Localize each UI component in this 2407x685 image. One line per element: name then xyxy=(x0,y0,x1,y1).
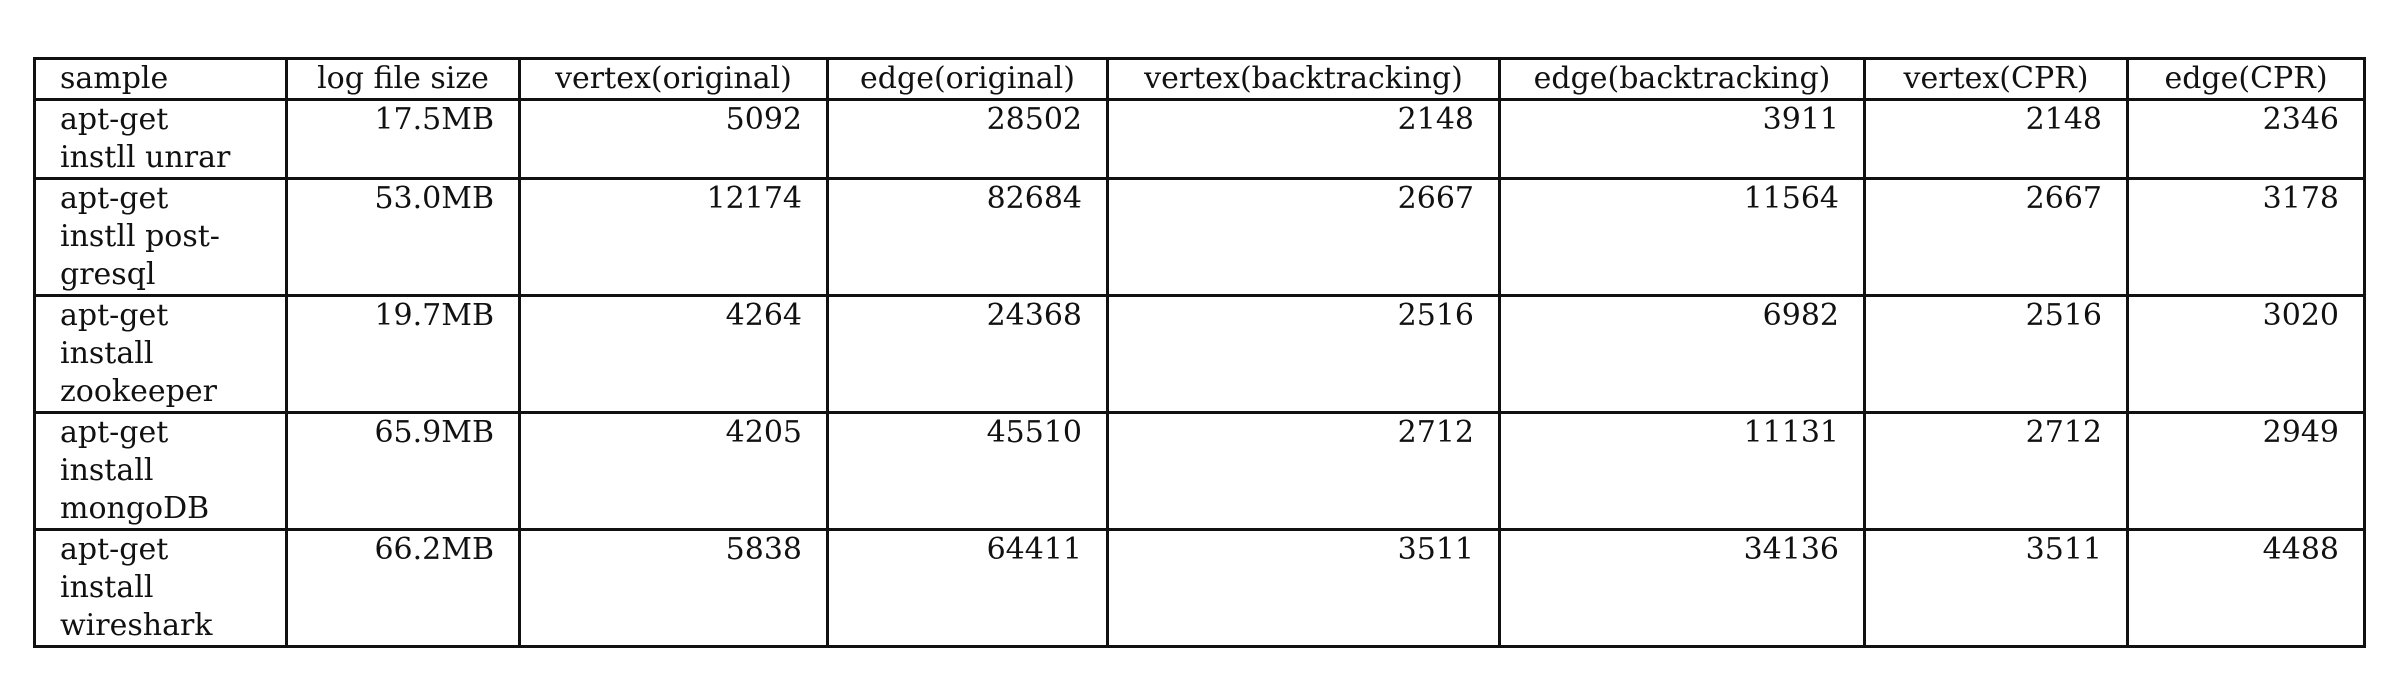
header-sample: sample xyxy=(33,57,288,101)
sample-cell: apt-get instll post- gresql xyxy=(33,177,288,297)
sample-cell: apt-get install wireshark xyxy=(33,528,288,648)
sample-text-line: apt-get xyxy=(60,181,169,216)
edge-backtracking-cell: 3911 xyxy=(1498,98,1866,180)
edge-backtracking-cell: 11564 xyxy=(1498,177,1866,297)
vertex-cpr-cell: 3511 xyxy=(1863,528,2129,648)
header-edge-original: edge(original) xyxy=(826,57,1109,101)
vertex-original-cell: 4264 xyxy=(518,294,829,414)
sample-text-line: apt-get xyxy=(60,415,169,450)
header-vertex-backtracking: vertex(backtracking) xyxy=(1106,57,1501,101)
sample-text-line: gresql xyxy=(60,257,156,292)
vertex-backtracking-cell: 3511 xyxy=(1106,528,1501,648)
table-row: apt-get install zookeeper 19.7MB 4264 24… xyxy=(33,294,2366,414)
edge-backtracking-cell: 34136 xyxy=(1498,528,1866,648)
header-vertex-cpr: vertex(CPR) xyxy=(1863,57,2129,101)
sample-cell: apt-get install mongoDB xyxy=(33,411,288,531)
sample-statistics-table: sample log file size vertex(original) ed… xyxy=(33,57,2366,648)
log-file-size-cell: 19.7MB xyxy=(285,294,521,414)
edge-cpr-cell: 3020 xyxy=(2126,294,2366,414)
edge-cpr-cell: 3178 xyxy=(2126,177,2366,297)
sample-text-line: apt-get xyxy=(60,532,169,567)
edge-cpr-cell: 4488 xyxy=(2126,528,2366,648)
vertex-cpr-cell: 2712 xyxy=(1863,411,2129,531)
edge-backtracking-cell: 11131 xyxy=(1498,411,1866,531)
log-file-size-cell: 53.0MB xyxy=(285,177,521,297)
log-file-size-cell: 65.9MB xyxy=(285,411,521,531)
header-row: sample log file size vertex(original) ed… xyxy=(33,57,2366,101)
table-row: apt-get instll unrar 17.5MB 5092 28502 2… xyxy=(33,98,2366,180)
vertex-backtracking-cell: 2712 xyxy=(1106,411,1501,531)
sample-cell: apt-get instll unrar xyxy=(33,98,288,180)
sample-text-line: install xyxy=(60,336,154,371)
sample-text-line: apt-get xyxy=(60,102,169,137)
sample-text-line: mongoDB xyxy=(60,491,210,526)
sample-text-line: zookeeper xyxy=(60,374,217,409)
log-file-size-cell: 17.5MB xyxy=(285,98,521,180)
vertex-cpr-cell: 2667 xyxy=(1863,177,2129,297)
edge-cpr-cell: 2949 xyxy=(2126,411,2366,531)
vertex-cpr-cell: 2516 xyxy=(1863,294,2129,414)
table-row: apt-get install mongoDB 65.9MB 4205 4551… xyxy=(33,411,2366,531)
edge-cpr-cell: 2346 xyxy=(2126,98,2366,180)
header-vertex-original: vertex(original) xyxy=(518,57,829,101)
edge-original-cell: 82684 xyxy=(826,177,1109,297)
sample-text-line: wireshark xyxy=(60,608,213,643)
edge-original-cell: 45510 xyxy=(826,411,1109,531)
sample-text-line: install xyxy=(60,453,154,488)
sample-text-line: apt-get xyxy=(60,298,169,333)
table-row: apt-get instll post- gresql 53.0MB 12174… xyxy=(33,177,2366,297)
edge-backtracking-cell: 6982 xyxy=(1498,294,1866,414)
log-file-size-cell: 66.2MB xyxy=(285,528,521,648)
sample-cell: apt-get install zookeeper xyxy=(33,294,288,414)
edge-original-cell: 24368 xyxy=(826,294,1109,414)
header-log-file-size: log file size xyxy=(285,57,521,101)
sample-text-line: instll post- xyxy=(60,219,220,254)
sample-text-line: install xyxy=(60,570,154,605)
sample-text-line: instll unrar xyxy=(60,140,231,175)
header-edge-cpr: edge(CPR) xyxy=(2126,57,2366,101)
vertex-backtracking-cell: 2516 xyxy=(1106,294,1501,414)
header-edge-backtracking: edge(backtracking) xyxy=(1498,57,1866,101)
vertex-backtracking-cell: 2148 xyxy=(1106,98,1501,180)
edge-original-cell: 64411 xyxy=(826,528,1109,648)
vertex-original-cell: 4205 xyxy=(518,411,829,531)
edge-original-cell: 28502 xyxy=(826,98,1109,180)
table-row: apt-get install wireshark 66.2MB 5838 64… xyxy=(33,528,2366,648)
vertex-cpr-cell: 2148 xyxy=(1863,98,2129,180)
vertex-backtracking-cell: 2667 xyxy=(1106,177,1501,297)
vertex-original-cell: 12174 xyxy=(518,177,829,297)
vertex-original-cell: 5092 xyxy=(518,98,829,180)
vertex-original-cell: 5838 xyxy=(518,528,829,648)
